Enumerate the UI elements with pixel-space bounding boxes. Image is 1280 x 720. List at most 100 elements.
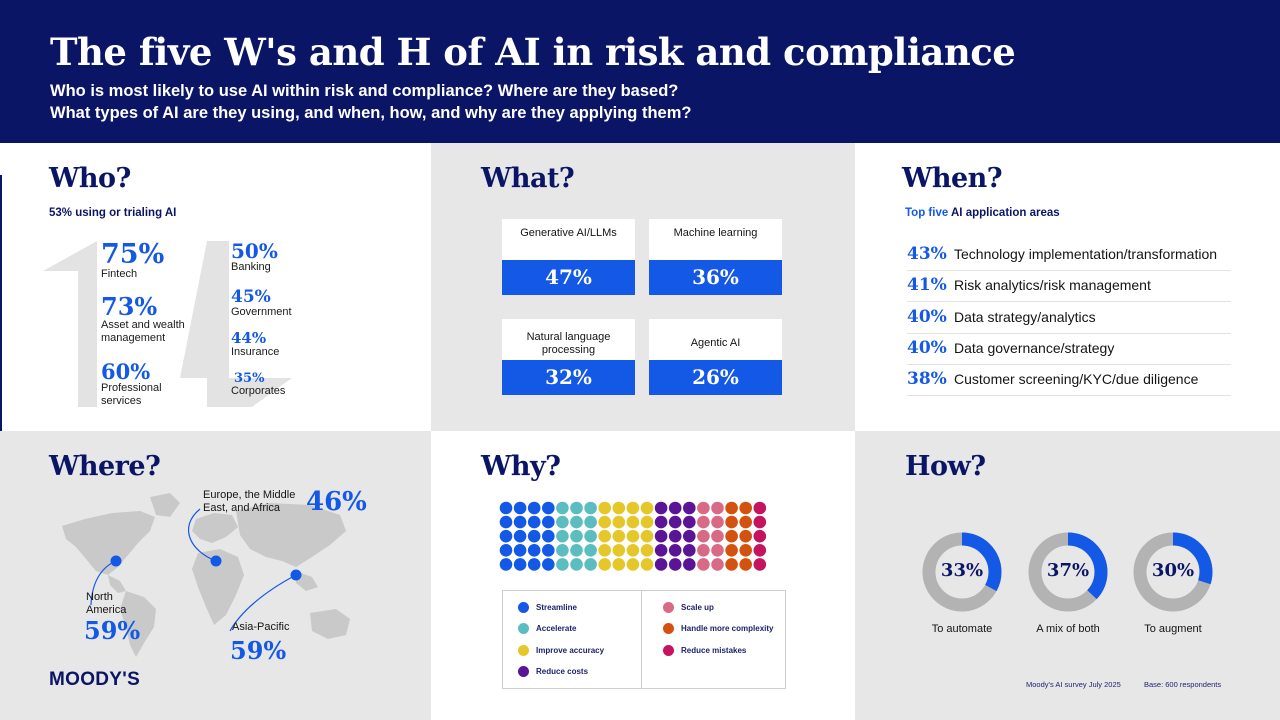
why-dot (598, 515, 611, 529)
donut-ring (1133, 532, 1213, 612)
donut-value: 37% (1046, 560, 1090, 581)
why-dot (640, 515, 654, 529)
why-dot (598, 558, 611, 571)
legend-item-accelerate: Accelerate (518, 623, 576, 634)
donut-ring (922, 532, 1002, 612)
donut-label-automate: To automate (931, 623, 993, 635)
asia-pacific-pct: 59% (230, 636, 287, 665)
why-dot (556, 544, 569, 557)
page-subtitle: Who is most likely to use AI within risk… (50, 80, 691, 124)
why-dot (513, 515, 527, 529)
header-banner: The five W's and H of AI in risk and com… (0, 0, 1280, 143)
why-dot (556, 529, 569, 543)
why-dot (697, 558, 710, 571)
leader-asia-pacific (229, 574, 297, 632)
legend-item-reduce-mistakes: Reduce mistakes (663, 645, 746, 656)
card-value: 36% (649, 260, 782, 295)
why-dot (753, 558, 767, 571)
why-dot (499, 529, 513, 543)
legend-swatch (518, 623, 529, 634)
who-item-banking: 50% Banking (231, 239, 278, 273)
why-dot (697, 544, 710, 557)
why-dot (584, 529, 597, 543)
donut-mix: 37% (1028, 532, 1108, 612)
when-row: 40% Data governance/strategy (907, 334, 1231, 365)
card-label: Generative AI/LLMs (520, 227, 617, 239)
why-dot (711, 501, 724, 515)
where-heading: Where? (49, 451, 161, 482)
why-dot (513, 529, 527, 543)
why-dot (640, 501, 654, 515)
europe-shape (192, 513, 238, 543)
why-heading: Why? (481, 451, 561, 482)
what-card-nlp: Natural language processing 32% (502, 319, 635, 395)
who-note: 53% using or trialing AI (49, 207, 177, 219)
source-note: Moody's AI survey July 2025 (1026, 680, 1121, 689)
when-panel: When? Top five AI application areas 43% … (855, 143, 1280, 431)
why-dot (683, 529, 696, 543)
legend-swatch (663, 623, 674, 634)
emea-label: Europe, the Middle East, and Africa (203, 489, 296, 514)
why-dot (725, 558, 738, 571)
moodys-logo: MOODY'S (49, 669, 141, 690)
what-card-genai: Generative AI/LLMs 47% (502, 219, 635, 295)
why-dot (598, 544, 611, 557)
why-dot (542, 515, 555, 529)
why-dot (598, 501, 611, 515)
legend-item-reduce-costs: Reduce costs (518, 666, 588, 677)
why-dot (513, 501, 527, 515)
when-row: 40% Data strategy/analytics (907, 303, 1231, 334)
why-dot (654, 529, 668, 543)
card-label: Natural language processing (526, 331, 611, 356)
donut-value: 33% (940, 560, 984, 581)
who-item-corporates: 35% Corporates (231, 371, 286, 397)
why-dot (527, 529, 541, 543)
why-dot (753, 544, 767, 557)
why-dot (527, 515, 541, 529)
legend-divider (641, 591, 642, 688)
legend-item-streamline: Streamline (518, 602, 577, 613)
why-dot (654, 501, 668, 515)
what-panel: What? Generative AI/LLMs 47% Machine lea… (431, 143, 855, 431)
why-dot (612, 515, 626, 529)
card-label: Machine learning (673, 227, 758, 239)
central-america-shape (108, 575, 126, 593)
donut-value: 30% (1151, 560, 1195, 581)
why-dot (640, 544, 654, 557)
legend-item-handle-complexity: Handle more complexity (663, 623, 773, 634)
why-dot (499, 558, 513, 571)
subtitle-line-2: What types of AI are they using, and whe… (50, 104, 692, 122)
page-title: The five W's and H of AI in risk and com… (50, 30, 1016, 74)
north-america-shape (62, 511, 155, 575)
when-note-rest: AI application areas (948, 207, 1060, 219)
why-dot (739, 529, 752, 543)
who-item-government: 45% Government (231, 287, 292, 319)
what-card-agentic: Agentic AI 26% (649, 319, 782, 395)
how-panel: How? 33% 37% 30% To automate A mix of bo… (855, 431, 1280, 720)
donut-augment: 30% (1133, 532, 1213, 612)
why-dot (725, 501, 738, 515)
why-dot (584, 558, 597, 571)
legend-swatch (663, 645, 674, 656)
how-heading: How? (905, 451, 986, 482)
north-america-label: North America (86, 591, 127, 616)
arrow-down (180, 241, 292, 407)
legend-item-improve-accuracy: Improve accuracy (518, 645, 604, 656)
why-dot (556, 558, 569, 571)
asia-shape (236, 503, 346, 567)
who-item-professional-services: 60% Professional services (101, 359, 162, 407)
why-dot (640, 558, 654, 571)
legend-item-scale-up: Scale up (663, 602, 714, 613)
donut-automate: 33% (922, 532, 1002, 612)
legend-swatch (663, 602, 674, 613)
asia-pacific-marker (290, 569, 302, 581)
donut-label-augment: To augment (1144, 623, 1202, 635)
why-dot (570, 544, 583, 557)
asia-pacific-label: Asia-Pacific (232, 621, 290, 633)
panel-edge-line (0, 175, 2, 431)
donut-label-mix: A mix of both (1036, 623, 1100, 635)
donut-arc (1133, 532, 1213, 612)
card-value: 26% (649, 360, 782, 395)
why-dot (683, 544, 696, 557)
why-dot (513, 558, 527, 571)
